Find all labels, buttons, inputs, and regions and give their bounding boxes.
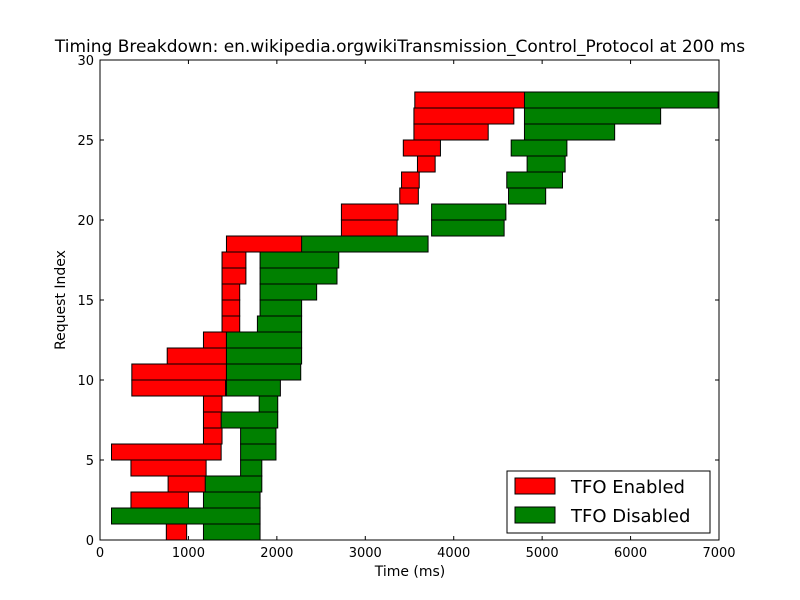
legend-swatch-tfo-enabled (514, 477, 556, 495)
ticks-layer: 0 1000 2000 3000 4000 5000 6000 7000 0 5 10 15 20 25 3… (77, 54, 735, 561)
bar-tfo-enabled-0 (165, 523, 188, 541)
bar-tfo-disabled-1 (111, 507, 261, 525)
bar-tfo-enabled-23 (416, 155, 436, 173)
bar-tfo-disabled-2 (202, 491, 261, 509)
bar-tfo-enabled-16 (221, 267, 247, 285)
y-tick-label-25: 25 (77, 134, 94, 149)
bar-tfo-disabled-5 (240, 443, 277, 461)
bar-tfo-enabled-9 (131, 379, 227, 397)
bar-tfo-disabled-10 (225, 363, 302, 381)
bar-tfo-disabled-24 (510, 139, 568, 157)
bar-tfo-disabled-15 (259, 283, 318, 301)
bar-tfo-enabled-14 (221, 299, 241, 317)
y-tick-label-30: 30 (77, 54, 94, 69)
bar-tfo-disabled-3 (204, 475, 263, 493)
bar-tfo-disabled-25 (523, 123, 616, 141)
bar-tfo-disabled-11 (225, 347, 303, 365)
bar-tfo-enabled-8 (202, 395, 223, 413)
y-axis-label: Request Index (53, 250, 69, 350)
bar-tfo-disabled-8 (258, 395, 279, 413)
bar-tfo-disabled-9 (225, 379, 281, 397)
y-tick-label-0: 0 (86, 534, 94, 549)
bar-tfo-enabled-11 (166, 347, 227, 365)
bar-tfo-enabled-13 (221, 315, 241, 333)
bar-tfo-disabled-19 (431, 219, 505, 237)
bar-tfo-enabled-10 (131, 363, 227, 381)
bar-tfo-disabled-21 (508, 187, 547, 205)
bar-tfo-enabled-19 (340, 219, 398, 237)
y-tick-label-20: 20 (77, 214, 94, 229)
x-tick-label-2000: 2000 (260, 546, 293, 561)
bar-tfo-disabled-26 (523, 107, 662, 125)
x-tick-label-6000: 6000 (614, 546, 647, 561)
x-tick-label-4000: 4000 (437, 546, 470, 561)
bar-tfo-disabled-7 (220, 411, 279, 429)
bar-tfo-enabled-5 (111, 443, 222, 461)
bar-tfo-enabled-25 (413, 123, 489, 141)
bar-tfo-enabled-17 (221, 251, 247, 269)
bar-tfo-disabled-18 (301, 235, 429, 253)
y-tick-label-15: 15 (77, 294, 94, 309)
chart-title: Timing Breakdown: en.wikipedia.orgwikiTr… (54, 37, 745, 57)
bar-tfo-disabled-22 (506, 171, 563, 189)
bar-tfo-enabled-24 (402, 139, 441, 157)
bar-tfo-enabled-6 (202, 427, 223, 445)
bar-tfo-enabled-20 (340, 203, 399, 221)
x-axis-label: Time (ms) (374, 564, 446, 580)
bar-tfo-enabled-15 (221, 283, 241, 301)
y-tick-label-5: 5 (86, 454, 94, 469)
bar-tfo-enabled-7 (202, 411, 223, 429)
bar-tfo-disabled-6 (240, 427, 277, 445)
x-tick-label-1000: 1000 (172, 546, 205, 561)
legend-label-tfo-enabled: TFO Enabled (570, 477, 685, 498)
bars-layer (111, 91, 719, 541)
bar-tfo-disabled-17 (259, 251, 340, 269)
bar-tfo-enabled-12 (202, 331, 227, 349)
legend: TFO Enabled TFO Disabled (506, 470, 711, 534)
x-tick-label-5000: 5000 (526, 546, 559, 561)
y-tick-label-10: 10 (77, 374, 94, 389)
bar-tfo-enabled-2 (130, 491, 189, 509)
bar-tfo-disabled-27 (523, 91, 719, 109)
x-tick-label-0: 0 (96, 546, 104, 561)
bar-tfo-enabled-3 (167, 475, 207, 493)
legend-label-tfo-disabled: TFO Disabled (570, 506, 690, 527)
bar-tfo-disabled-14 (259, 299, 303, 317)
bar-tfo-enabled-21 (399, 187, 419, 205)
bar-tfo-disabled-16 (259, 267, 338, 285)
bar-tfo-disabled-13 (256, 315, 303, 333)
bar-tfo-enabled-26 (413, 107, 515, 125)
bar-tfo-enabled-4 (130, 459, 207, 477)
bar-tfo-disabled-23 (526, 155, 566, 173)
bar-tfo-disabled-0 (202, 523, 261, 541)
x-tick-label-3000: 3000 (349, 546, 382, 561)
bar-tfo-disabled-20 (431, 203, 507, 221)
x-tick-label-7000: 7000 (702, 546, 735, 561)
bar-tfo-disabled-4 (240, 459, 263, 477)
bar-tfo-enabled-22 (401, 171, 420, 189)
bar-tfo-disabled-12 (225, 331, 303, 349)
legend-swatch-tfo-disabled (514, 506, 556, 524)
